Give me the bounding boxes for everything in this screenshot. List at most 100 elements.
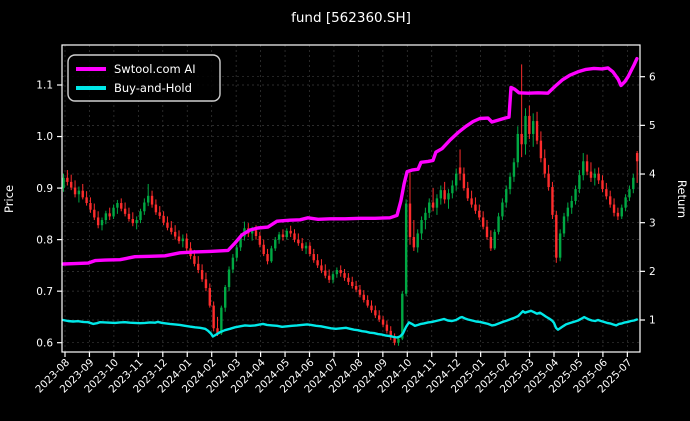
candle-body (85, 197, 88, 204)
candle-body (547, 173, 550, 188)
candle-body (73, 187, 77, 195)
candle-body (166, 222, 169, 228)
candle-body (539, 140, 543, 159)
candle-body (389, 330, 392, 338)
candle-body (197, 263, 200, 271)
candle-body (262, 244, 265, 255)
candle-body (632, 177, 635, 190)
candle-body (200, 270, 204, 280)
candle-body (285, 230, 288, 238)
candle-body (212, 305, 215, 329)
price-tick-label: 1.0 (36, 131, 53, 143)
candle-body (70, 181, 73, 188)
candle-body (362, 294, 365, 300)
candle-body (458, 167, 462, 174)
candle-body (112, 207, 115, 217)
chart-title: fund [562360.SH] (291, 10, 411, 26)
candle-body (158, 212, 161, 216)
candle-body (624, 197, 627, 208)
candle-body (81, 190, 84, 198)
candle-body (235, 247, 238, 258)
ai-return-line (61, 57, 639, 266)
candle-body (597, 173, 600, 181)
candle-body (578, 175, 581, 190)
candle-body (266, 254, 269, 262)
candle-body (181, 238, 185, 242)
candle-body (566, 207, 570, 217)
candle-body (420, 220, 423, 234)
candle-body (177, 236, 181, 242)
candle-body (505, 189, 508, 203)
legend-ai-label: Swtool.com AI (114, 62, 196, 76)
candle-body (570, 200, 573, 208)
candle-body (135, 220, 138, 224)
candle-body (555, 214, 558, 258)
return-tick-label: 4 (649, 169, 656, 181)
candle-body (497, 216, 500, 232)
candle-body (89, 203, 92, 210)
buy-and-hold-line (61, 309, 639, 339)
candle-body (66, 177, 69, 182)
price-tick-label: 0.9 (36, 183, 53, 195)
candle-body (524, 115, 527, 145)
candle-body (77, 190, 81, 195)
candle-body (143, 202, 146, 212)
candle-body (481, 217, 485, 227)
candle-body (227, 269, 231, 288)
candle-body (100, 220, 104, 226)
candle-body (466, 188, 469, 199)
candle-body (216, 328, 219, 334)
candle-body (605, 189, 608, 197)
candle-body (574, 189, 577, 201)
legend-bh-label: Buy-and-Hold (114, 81, 192, 95)
candle-body (485, 226, 489, 238)
candle-body (478, 210, 481, 218)
candle-body (516, 133, 519, 163)
candle-body (62, 177, 65, 189)
candle-body (131, 219, 134, 224)
candle-body (254, 230, 258, 237)
return-tick-label: 2 (649, 266, 656, 278)
candle-body (431, 202, 435, 208)
return-tick-label: 3 (649, 217, 656, 229)
legend: Swtool.com AI Buy-and-Hold (67, 54, 221, 102)
candle-body (462, 173, 466, 189)
candle-body (585, 161, 589, 172)
line-series-layer (61, 57, 639, 339)
candle-body (520, 133, 523, 145)
candle-body (470, 198, 473, 205)
candle-body (401, 293, 404, 339)
candle-body (193, 256, 196, 264)
candle-body (366, 299, 369, 306)
candle-body (127, 213, 131, 220)
price-tick-label: 0.6 (36, 337, 53, 349)
candle-body (428, 202, 431, 213)
candle-body (220, 307, 223, 334)
candle-body (443, 190, 446, 200)
candle-body (635, 153, 639, 162)
candle-body (293, 233, 296, 240)
candle-body (258, 236, 262, 245)
candle-body (204, 279, 208, 289)
candle-body (185, 238, 188, 249)
return-tick-label: 6 (649, 71, 656, 83)
candle-body (374, 310, 377, 316)
candle-body (435, 198, 439, 208)
candle-body (104, 213, 108, 221)
candle-body (250, 230, 254, 234)
candle-body (123, 208, 127, 214)
candle-body (378, 315, 381, 320)
candle-body (543, 158, 546, 174)
candle-body (385, 324, 389, 331)
candle-body (381, 319, 385, 325)
candle-body (532, 121, 535, 134)
price-axis-title: Price (2, 185, 16, 213)
candle-body (455, 173, 458, 186)
candle-body (289, 230, 292, 234)
candle-body (274, 239, 277, 249)
candle-body (501, 202, 504, 217)
candle-body (354, 286, 358, 290)
candle-body (508, 176, 512, 190)
